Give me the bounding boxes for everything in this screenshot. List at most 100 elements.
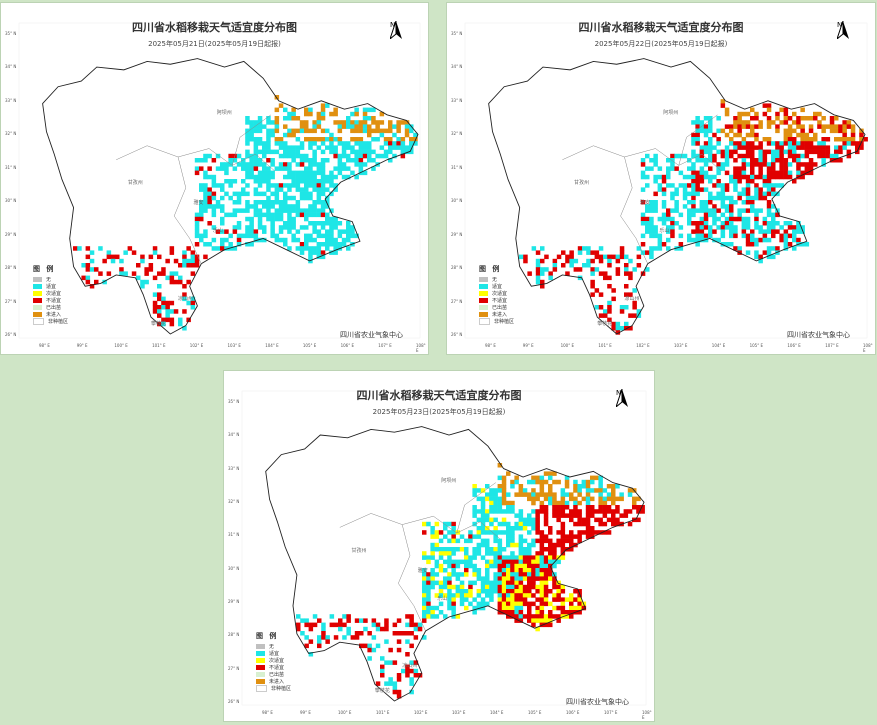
legend-title: 图 例 <box>479 265 502 273</box>
latitude-label: 26° N <box>5 332 17 337</box>
legend-item: 适宜 <box>256 650 291 657</box>
latitude-label: 31° N <box>228 532 240 538</box>
longitude-label: 108° E <box>416 343 426 353</box>
latitude-label: 35° N <box>451 31 463 36</box>
legend-swatch <box>256 665 265 670</box>
county-boundary <box>339 513 500 539</box>
north-arrow-icon <box>837 21 849 39</box>
north-label: N <box>616 389 622 397</box>
region-label-panzhihua: 攀枝花 <box>374 688 390 694</box>
legend-swatch <box>33 284 42 289</box>
longitude-label: 98° E <box>485 343 496 348</box>
latitude-label: 30° N <box>451 198 463 204</box>
latitude-label: 30° N <box>5 198 17 204</box>
legend-item: 未进入 <box>256 678 291 685</box>
legend-swatch <box>479 291 488 296</box>
legend-title: 图 例 <box>256 632 279 640</box>
map-title: 四川省水稻移栽天气适宜度分布图 <box>132 21 297 34</box>
map-canvas <box>241 390 647 706</box>
map-canvas <box>464 22 868 339</box>
longitude-label: 103° E <box>674 343 688 348</box>
longitude-label: 101° E <box>152 343 166 348</box>
map-panel-may23: 四川省水稻移栽天气适宜度分布图 2025年05月23日(2025年05月19日起… <box>223 370 655 722</box>
legend-swatch <box>33 305 42 310</box>
latitude-label: 26° N <box>451 332 463 337</box>
legend-swatch <box>256 644 265 649</box>
map-panel-may22: 四川省水稻移栽天气适宜度分布图 2025年05月22日(2025年05月19日起… <box>446 2 876 355</box>
region-label-ganzi: 甘孜州 <box>351 548 367 554</box>
region-label-liangshan: 凉山州 <box>624 295 640 302</box>
north-label: N <box>837 21 843 29</box>
legend-item: 无 <box>33 276 68 283</box>
county-boundary <box>116 145 275 172</box>
map-credit: 四川省农业气象中心 <box>340 331 403 339</box>
county-boundary <box>173 156 202 264</box>
map-panel-may21: 四川省水稻移栽天气适宜度分布图 2025年05月21日(2025年05月19日起… <box>0 2 429 355</box>
legend-swatch <box>33 291 42 296</box>
longitude-label: 107° E <box>378 343 392 348</box>
longitude-label: 103° E <box>452 710 466 715</box>
longitude-label: 100° E <box>338 710 352 715</box>
latitude-label: 28° N <box>228 632 240 638</box>
legend-swatch <box>256 685 267 692</box>
legend-item: 非种植区 <box>33 318 68 325</box>
region-label-yaan: 雅安 <box>193 200 204 207</box>
legend-item: 不适宜 <box>33 297 68 304</box>
latitude-label: 29° N <box>451 231 463 237</box>
map-title: 四川省水稻移栽天气适宜度分布图 <box>578 21 744 34</box>
north-label: N <box>390 21 396 29</box>
latitude-label: 33° N <box>5 97 17 103</box>
latitude-label: 33° N <box>451 97 463 103</box>
latitude-label: 29° N <box>5 231 17 237</box>
region-label-aba: 阿坝州 <box>663 110 679 117</box>
legend-swatch <box>479 305 488 310</box>
legend-label: 未进入 <box>269 679 285 685</box>
latitude-label: 35° N <box>5 31 17 36</box>
legend-swatch <box>479 298 488 303</box>
map-canvas <box>18 22 421 339</box>
latitude-label: 32° N <box>5 131 17 137</box>
legend-item: 适宜 <box>479 283 514 290</box>
suitability-cells <box>73 95 418 331</box>
legend-label: 未进入 <box>46 312 62 318</box>
map-subtitle: 2025年05月23日(2025年05月19日起报) <box>372 408 506 416</box>
north-arrow-icon <box>390 21 402 39</box>
suitability-cells <box>296 463 645 699</box>
legend-label: 适宜 <box>492 284 503 290</box>
region-label-leshan: 乐山 <box>659 228 670 235</box>
legend-item: 未进入 <box>33 311 68 318</box>
county-boundary <box>456 482 496 534</box>
legend-item: 未进入 <box>479 311 514 318</box>
longitude-label: 104° E <box>490 710 504 715</box>
legend-swatch <box>256 679 265 684</box>
legend-swatch <box>256 651 265 656</box>
latitude-label: 27° N <box>228 665 240 671</box>
county-boundary <box>562 145 722 172</box>
legend-label: 已出苗 <box>492 305 508 311</box>
longitude-label: 104° E <box>265 343 279 348</box>
legend-swatch <box>479 277 488 282</box>
map-legend: 图 例无适宜 次适宜 不适宜 已出苗 未进入 非种植区 <box>33 264 68 325</box>
region-label-ganzi: 甘孜州 <box>127 180 143 187</box>
legend-item: 不适宜 <box>479 297 514 304</box>
latitude-label: 31° N <box>5 164 17 170</box>
legend-swatch <box>33 277 42 282</box>
legend-label: 无 <box>492 277 498 283</box>
county-boundary <box>620 156 648 264</box>
north-arrow: N <box>837 21 849 39</box>
longitude-label: 100° E <box>560 343 575 348</box>
longitude-label: 108° E <box>863 343 873 353</box>
latitude-label: 34° N <box>451 64 463 70</box>
legend-item: 已出苗 <box>479 304 514 311</box>
longitude-label: 103° E <box>227 343 241 348</box>
latitude-label: 34° N <box>228 432 240 438</box>
north-arrow-icon <box>616 389 628 407</box>
legend-label: 不适宜 <box>269 665 285 671</box>
suitability-cells <box>519 99 868 335</box>
latitude-label: 28° N <box>5 265 17 271</box>
legend-label: 非种植区 <box>271 686 292 692</box>
legend-swatch <box>33 318 44 325</box>
legend-item: 无 <box>479 276 514 283</box>
map-credit: 四川省农业气象中心 <box>787 331 850 339</box>
legend-label: 次适宜 <box>492 291 508 297</box>
